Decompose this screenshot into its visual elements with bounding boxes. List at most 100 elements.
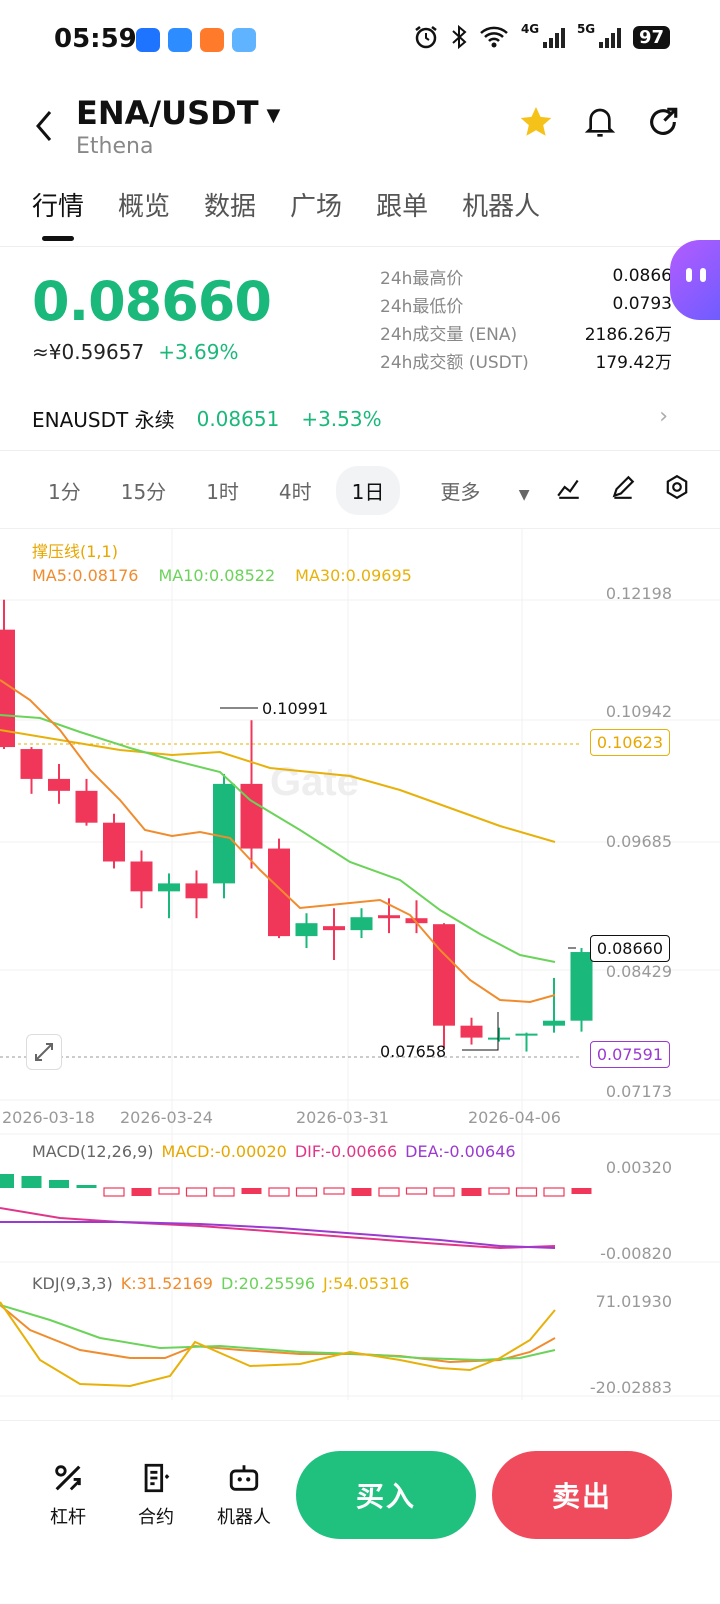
kdj-k-line [0,1304,556,1364]
interval-15m[interactable]: 15分 [120,480,167,504]
macd-bar [185,1187,208,1197]
ma10-legend: MA10:0.08522 [158,566,276,585]
ma10-line [0,714,556,963]
contract-button[interactable]: 合约 [116,1461,196,1529]
interval-4h[interactable]: 4时 [278,480,312,504]
bot-label: 机器人 [217,1507,271,1528]
interval-1m[interactable]: 1分 [48,480,81,504]
candle-body [378,915,400,919]
stat-value: 0.0866 [612,266,672,286]
ma5-line [0,679,556,1004]
bell-icon[interactable] [584,104,616,140]
candle-body [20,749,43,779]
leverage-button[interactable]: 杠杆 [28,1461,108,1529]
macd-bar [241,1188,262,1194]
tab-bot[interactable]: 机器人 [462,192,541,222]
signal-5g-icon: 5G [577,22,621,48]
last-price: 0.08660 [32,270,272,333]
macd-bar [213,1187,235,1197]
share-icon[interactable] [646,105,680,139]
interval-more[interactable]: 更多 ▼ [408,466,561,515]
kdj-d-line [0,1304,556,1362]
settings-icon[interactable] [664,474,690,500]
macd-title: MACD(12,26,9) [32,1142,154,1161]
candle-body [0,629,15,748]
price-axis-label: 0.07173 [605,1082,672,1101]
contract-label: 合约 [138,1507,174,1528]
assistant-bubble-icon[interactable] [670,240,720,320]
stat-label: 24h成交量 (ENA) [380,324,518,345]
notification-icons [136,28,256,52]
bot-button[interactable]: 机器人 [204,1461,284,1529]
interval-more-label: 更多 [440,480,481,504]
back-icon[interactable] [34,108,54,144]
macd-bar [158,1187,180,1195]
price-change: +3.69% [158,340,239,364]
stat-row: 24h最低价 0.0793 [380,290,672,318]
header: ENA/USDT ▼ Ethena [0,80,720,170]
interval-1d[interactable]: 1日 [335,466,401,515]
tab-data[interactable]: 数据 [204,192,257,222]
chevron-down-icon: ▼ [518,487,530,503]
tab-copy-trade[interactable]: 跟单 [376,192,429,222]
macd-dif-line [0,1207,556,1250]
chevron-right-icon[interactable]: › [659,404,668,429]
favorite-star-icon[interactable] [518,104,554,140]
alarm-icon [415,26,437,49]
macd-bar [461,1188,482,1196]
candle-body [213,783,235,884]
leverage-label: 杠杆 [50,1507,86,1528]
kdj-title: KDJ(9,3,3) [32,1274,113,1293]
kdj-k: K:31.52169 [120,1274,213,1293]
macd-bar [515,1187,538,1197]
macd-legend: MACD(12,26,9) MACD:-0.00020 DIF:-0.00666… [32,1142,516,1161]
macd-histogram [0,1174,592,1197]
app-notification-icon [136,28,160,52]
expand-icon[interactable] [26,1034,62,1070]
macd-bar [323,1187,345,1195]
interval-1h[interactable]: 1时 [206,480,239,504]
macd-bar [405,1187,428,1195]
kline-chart[interactable]: Gate [0,528,720,1418]
interval-tabs: 1分 15分 1时 4时 1日 更多 ▼ [32,466,562,515]
tab-square[interactable]: 广场 [290,192,343,222]
tab-market[interactable]: 行情 [32,186,84,241]
stat-value: 2186.26万 [584,324,672,345]
tab-overview[interactable]: 概览 [118,192,171,222]
macd-bar [543,1187,565,1197]
price-axis-label: 0.09685 [605,832,672,851]
candle-body [460,1025,483,1038]
perp-price: 0.08651 [196,406,280,431]
sell-button[interactable]: 卖出 [492,1451,672,1539]
cny-value: ≈¥0.59657 [32,340,145,364]
candle-body [295,923,318,937]
main-tabs: 行情 概览 数据 广场 跟单 机器人 [32,186,541,241]
perpetual-row[interactable]: ENAUSDT 永续 0.08651 +3.53% [32,404,382,433]
leverage-icon [55,1465,81,1491]
status-bar: 05:59 4G 5G 97 [0,0,720,80]
kdj-j-line [0,1301,556,1388]
date-label: 2026-03-31 [296,1108,389,1127]
divider [0,450,720,451]
bottom-action-bar: 杠杆 合约 机器人 买入 卖出 [0,1420,720,1604]
robot-icon [229,1465,259,1491]
pair-selector[interactable]: ENA/USDT ▼ [76,94,280,132]
macd-bar [76,1185,97,1188]
signal-4g-icon: 4G [521,22,565,48]
kdj-j: J:54.05316 [323,1274,410,1293]
macd-value: MACD:-0.00020 [161,1142,287,1161]
candle-body [350,917,373,931]
macd-axis-bottom: -0.00820 [600,1244,672,1263]
macd-dea: DEA:-0.00646 [405,1142,516,1161]
ma30-legend: MA30:0.09695 [295,566,412,585]
status-time: 05:59 [54,24,137,54]
indicator-icon[interactable] [556,474,582,500]
macd-bar [378,1187,400,1197]
low-annotation: 0.07658 [380,1042,447,1061]
date-label: 2026-04-06 [468,1108,561,1127]
price-axis-label: 0.12198 [605,584,672,603]
draw-pencil-icon[interactable] [610,474,636,500]
macd-bar [21,1176,42,1188]
last-price-tag: 0.08660 [589,935,670,962]
buy-button[interactable]: 买入 [296,1451,476,1539]
